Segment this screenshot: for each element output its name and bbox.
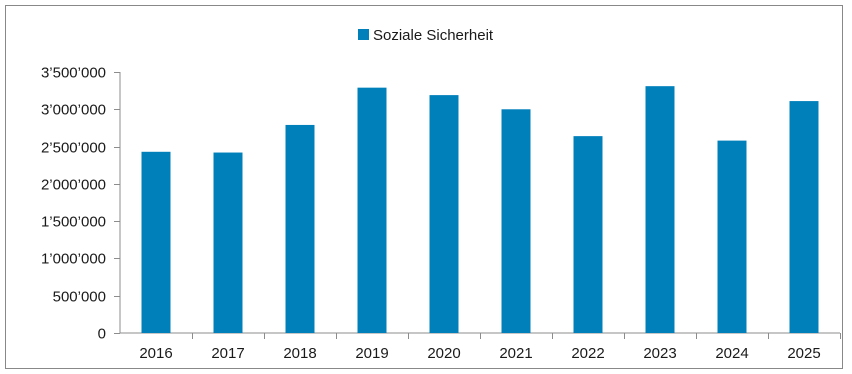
x-tick-label: 2017 xyxy=(211,345,244,362)
y-tick-label: 1’000’000 xyxy=(41,251,106,268)
bars xyxy=(141,86,819,334)
y-tick-labels: 0 500’000 1’000’000 1’500’000 2’000’000 2’500… xyxy=(41,65,106,343)
legend-swatch xyxy=(358,29,369,40)
bar-2020 xyxy=(429,95,459,333)
x-tick-label: 2024 xyxy=(715,345,748,362)
bar-2019 xyxy=(357,87,387,333)
bar-2022 xyxy=(573,136,603,333)
bar-2025 xyxy=(789,101,819,333)
y-tick-label: 500’000 xyxy=(53,289,106,306)
y-tick-label: 2’500’000 xyxy=(41,140,106,157)
x-tick-labels: 2016 2017 2018 2019 2020 2021 2022 2023 2024 2025 xyxy=(139,345,820,362)
x-tick-label: 2023 xyxy=(643,345,676,362)
bar-2021 xyxy=(501,109,531,334)
bar-2018 xyxy=(285,124,315,334)
x-tick-label: 2020 xyxy=(427,345,460,362)
x-tick-label: 2021 xyxy=(499,345,532,362)
y-tick-label: 3’000’000 xyxy=(41,102,106,119)
x-tick-label: 2025 xyxy=(787,345,820,362)
y-tick-label: 3’500’000 xyxy=(41,65,106,82)
x-tick-label: 2022 xyxy=(571,345,604,362)
bar-2016 xyxy=(141,151,171,333)
y-tick-label: 1’500’000 xyxy=(41,214,106,231)
y-tick-label: 0 xyxy=(98,326,106,343)
x-tick-label: 2016 xyxy=(139,345,172,362)
bar-2017 xyxy=(213,152,243,333)
bar-2024 xyxy=(717,140,747,333)
x-tick-label: 2018 xyxy=(283,345,316,362)
x-tick-label: 2019 xyxy=(355,345,388,362)
y-tick-label: 2’000’000 xyxy=(41,177,106,194)
bar-2023 xyxy=(645,86,675,333)
legend-label-soziale-sicherheit: Soziale Sicherheit xyxy=(373,27,494,44)
legend: Soziale Sicherheit xyxy=(358,27,494,44)
